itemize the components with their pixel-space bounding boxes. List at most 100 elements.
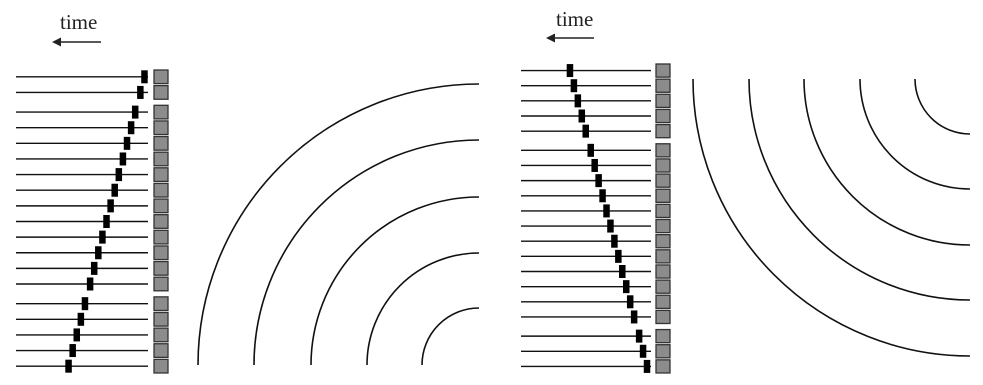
wavefront [748,78,971,301]
delay-pulse [626,295,634,309]
array-element [655,264,671,279]
delay-pulse [603,204,610,218]
wavefront [914,78,971,135]
array-element [153,296,169,312]
delay-pulse [95,246,102,260]
array-element [655,203,671,219]
array-element [153,358,169,374]
array-element [153,182,169,198]
delay-pulse [622,280,630,294]
delay-pulse [595,174,602,188]
delay-pulse [141,70,148,84]
array-element [153,260,169,276]
delay-pulse [77,312,85,326]
array-element [655,173,671,188]
array-element [655,218,671,234]
array-element [153,327,169,343]
array-element [655,108,671,124]
array-element [153,198,169,214]
array-element [655,294,671,310]
array-element [153,311,169,327]
delay-pulse [73,328,81,342]
wavefront [859,78,971,190]
delay-pulse [103,214,110,228]
delay-pulse [619,265,626,279]
array-element [655,93,671,109]
delay-pulse [137,85,144,99]
left-arrow-icon [546,33,594,43]
delay-pulse [90,261,98,275]
array-element [153,120,169,136]
left-arrow-icon [52,37,101,47]
delay-pulse [570,79,578,93]
wavefront [253,139,480,366]
timing-lines [521,69,651,368]
wavefront [366,252,480,366]
array-element [655,309,671,325]
array-element [655,123,671,139]
wavefront [692,78,971,357]
delay-pulse [615,249,622,263]
array-element [153,214,169,229]
array-element [655,344,671,359]
delay-pulse [611,234,618,248]
delay-pulse [574,94,582,108]
wavefront [197,83,480,366]
array-element [153,84,169,100]
delay-pulse [587,143,594,157]
delay-pulse [86,277,94,291]
array-element [153,69,169,85]
delay-pulse [123,136,131,150]
array-element [655,143,671,158]
array-element [153,276,169,292]
left-panel: time [16,10,480,374]
delay-pulse [65,359,72,373]
right-panel: time [521,7,971,374]
transducer-array [153,69,169,374]
array-element [655,359,671,374]
delay-pulse [639,344,647,358]
wavefront [310,196,480,366]
delay-pulse [127,121,135,135]
wavefront [803,78,971,246]
array-element [153,104,169,120]
delay-pulse [630,310,638,324]
time-label: time [60,10,97,34]
array-element [153,343,169,359]
delay-pulse [131,105,139,119]
array-element [655,328,671,344]
array-element [655,158,671,173]
delay-pulse [582,124,589,138]
delay-pulse [566,64,574,78]
array-element [153,245,169,261]
array-element [655,78,671,93]
delay-pulse [115,168,123,182]
delay-pulses [566,64,651,373]
array-element [655,233,671,249]
array-element [153,167,169,183]
delay-pulses [65,70,148,373]
delay-pulse [599,189,606,203]
time-label: time [556,7,593,31]
delay-pulse [607,219,614,233]
array-element [655,249,671,264]
delay-pulse [578,109,586,123]
array-element [153,229,169,245]
array-element [655,188,671,203]
delay-pulse [81,297,89,311]
delay-pulse [119,152,127,166]
delay-pulse [69,344,76,358]
delay-pulse [635,329,643,343]
delay-pulse [111,183,118,197]
wavefronts [197,83,480,366]
array-element [153,135,169,151]
array-element [655,63,671,78]
array-element [655,279,671,294]
transducer-array [655,63,671,374]
array-element [153,151,169,167]
delay-pulse [643,359,651,373]
wavefront [421,307,480,366]
delay-pulse [591,158,598,172]
delay-pulse [107,199,114,213]
